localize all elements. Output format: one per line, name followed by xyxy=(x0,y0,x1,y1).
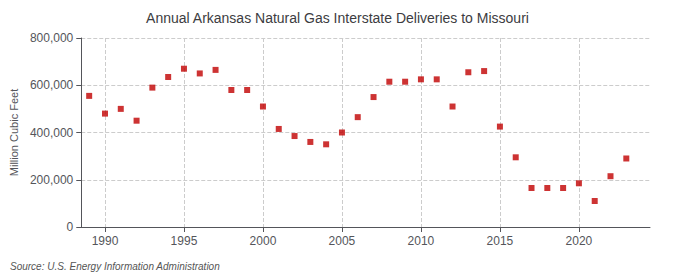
svg-text:2020: 2020 xyxy=(566,234,593,248)
svg-text:400,000: 400,000 xyxy=(30,126,74,140)
svg-text:200,000: 200,000 xyxy=(30,173,74,187)
svg-text:2005: 2005 xyxy=(329,234,356,248)
svg-text:0: 0 xyxy=(67,220,74,234)
svg-text:1995: 1995 xyxy=(171,234,198,248)
svg-text:1990: 1990 xyxy=(92,234,119,248)
svg-text:2015: 2015 xyxy=(487,234,514,248)
svg-text:Million Cubic Feet: Million Cubic Feet xyxy=(8,89,20,176)
svg-text:2000: 2000 xyxy=(250,234,277,248)
svg-text:800,000: 800,000 xyxy=(30,31,74,45)
svg-text:Source: U.S. Energy Informatio: Source: U.S. Energy Information Administ… xyxy=(10,261,220,272)
svg-text:Annual Arkansas Natural Gas In: Annual Arkansas Natural Gas Interstate D… xyxy=(146,10,529,26)
svg-text:2010: 2010 xyxy=(408,234,435,248)
svg-text:600,000: 600,000 xyxy=(30,78,74,92)
